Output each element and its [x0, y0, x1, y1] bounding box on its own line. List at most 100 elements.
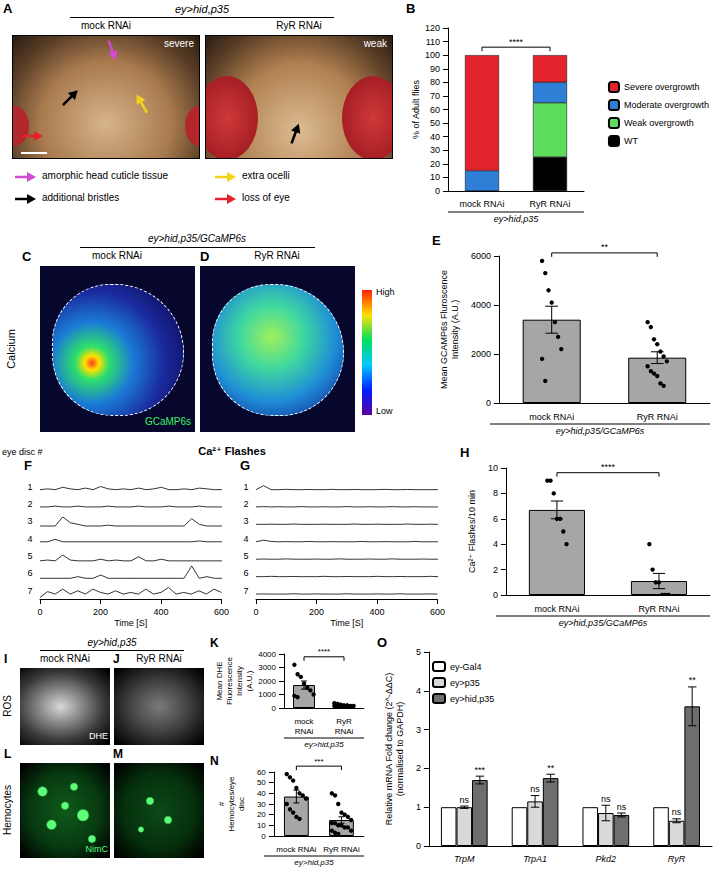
- svg-text:mock RNAi: mock RNAi: [534, 604, 579, 614]
- svg-text:90: 90: [430, 64, 440, 74]
- svg-text:3: 3: [416, 725, 421, 735]
- svg-text:(A.U.): (A.U.): [245, 670, 254, 691]
- svg-text:RyR: RyR: [336, 717, 352, 726]
- svg-text:ey>p35: ey>p35: [450, 678, 480, 688]
- svg-text:ey>hid,p35: ey>hid,p35: [494, 214, 539, 224]
- svg-text:2: 2: [27, 499, 32, 509]
- svg-text:**: **: [547, 763, 555, 773]
- svg-text:120: 120: [425, 23, 440, 33]
- svg-text:0: 0: [253, 607, 258, 617]
- svg-text:0: 0: [486, 398, 491, 408]
- svg-text:mock RNAi: mock RNAi: [459, 199, 504, 209]
- svg-text:4000: 4000: [258, 650, 276, 659]
- svg-text:Moderate overgrowth: Moderate overgrowth: [624, 100, 709, 110]
- svg-text:6: 6: [493, 514, 498, 524]
- svg-text:RyR RNAi: RyR RNAi: [637, 412, 678, 422]
- svg-text:50: 50: [257, 778, 266, 787]
- svg-text:Mean GCAMP6s Fluroscence: Mean GCAMP6s Fluroscence: [439, 270, 449, 389]
- svg-text:Time [S]: Time [S]: [330, 618, 363, 628]
- svg-text:3: 3: [27, 516, 32, 526]
- svg-text:Time [S]: Time [S]: [114, 618, 147, 628]
- svg-text:4: 4: [493, 539, 498, 549]
- svg-text:400: 400: [369, 607, 384, 617]
- svg-text:5: 5: [27, 551, 32, 561]
- svg-text:WT: WT: [624, 136, 638, 146]
- svg-text:4: 4: [27, 534, 32, 544]
- svg-text:****: ****: [318, 647, 330, 656]
- svg-text:0: 0: [261, 832, 266, 841]
- svg-text:ey>hid,p35: ey>hid,p35: [294, 858, 334, 867]
- svg-text:4: 4: [416, 686, 421, 696]
- svg-text:ey>hid,p35/GCaMP6s: ey>hid,p35/GCaMP6s: [559, 618, 648, 628]
- svg-text:20: 20: [430, 159, 440, 169]
- svg-text:mock RNAi: mock RNAi: [529, 412, 574, 422]
- svg-text:RyR RNAi: RyR RNAi: [323, 845, 360, 854]
- svg-text:5: 5: [416, 647, 421, 657]
- svg-text:ey>hid,p35: ey>hid,p35: [304, 740, 344, 749]
- svg-text:30: 30: [430, 145, 440, 155]
- svg-text:Fluorescence: Fluorescence: [225, 656, 234, 705]
- svg-text:1000: 1000: [258, 690, 276, 699]
- svg-text:#: #: [217, 801, 226, 806]
- svg-text:6: 6: [27, 568, 32, 578]
- svg-text:10: 10: [430, 172, 440, 182]
- svg-text:(normalised to GAPDH): (normalised to GAPDH): [395, 702, 405, 797]
- svg-text:7: 7: [27, 586, 32, 596]
- svg-text:0: 0: [272, 704, 277, 713]
- svg-text:Intensity (A.U.): Intensity (A.U.): [450, 300, 460, 360]
- svg-text:2000: 2000: [471, 349, 491, 359]
- svg-text:disc: disc: [237, 797, 246, 811]
- svg-text:7: 7: [243, 586, 248, 596]
- svg-text:40: 40: [257, 789, 266, 798]
- svg-text:0: 0: [435, 186, 440, 196]
- svg-text:Pkd2: Pkd2: [596, 854, 617, 864]
- svg-text:***: ***: [314, 757, 323, 766]
- svg-text:****: ****: [509, 37, 524, 47]
- svg-text:5: 5: [243, 551, 248, 561]
- svg-text:mock RNAi: mock RNAi: [276, 845, 316, 854]
- svg-text:**: **: [601, 242, 609, 252]
- svg-text:Intensity: Intensity: [235, 666, 244, 696]
- svg-text:400: 400: [153, 607, 168, 617]
- svg-text:8: 8: [493, 488, 498, 498]
- svg-text:20: 20: [257, 810, 266, 819]
- svg-text:Ca²⁺ Flashes/10 min: Ca²⁺ Flashes/10 min: [467, 490, 477, 573]
- svg-text:ey>hid,p35: ey>hid,p35: [450, 694, 494, 704]
- svg-text:ey-Gal4: ey-Gal4: [450, 662, 482, 672]
- svg-text:2: 2: [493, 565, 498, 575]
- svg-text:Mean DHE: Mean DHE: [215, 661, 224, 700]
- svg-text:0: 0: [37, 607, 42, 617]
- svg-text:3000: 3000: [258, 663, 276, 672]
- svg-text:600: 600: [214, 607, 229, 617]
- svg-text:200: 200: [93, 607, 108, 617]
- svg-text:0: 0: [493, 590, 498, 600]
- svg-text:60: 60: [257, 768, 266, 777]
- svg-text:ns: ns: [460, 795, 470, 805]
- svg-text:RNAi: RNAi: [295, 727, 314, 736]
- svg-text:ns: ns: [617, 802, 627, 812]
- svg-text:10: 10: [257, 821, 266, 830]
- svg-text:ns: ns: [601, 794, 611, 804]
- svg-text:4: 4: [243, 534, 248, 544]
- svg-text:6000: 6000: [471, 251, 491, 261]
- svg-text:TrpA1: TrpA1: [523, 854, 547, 864]
- svg-text:Weak overgrowth: Weak overgrowth: [624, 118, 694, 128]
- svg-text:Severe overgrowth: Severe overgrowth: [624, 82, 700, 92]
- svg-text:****: ****: [601, 462, 616, 472]
- svg-text:RyR: RyR: [668, 854, 686, 864]
- svg-text:% of Adult flies: % of Adult flies: [411, 79, 421, 139]
- svg-text:RyR RNAi: RyR RNAi: [638, 604, 679, 614]
- svg-text:2: 2: [416, 763, 421, 773]
- svg-text:ns: ns: [672, 807, 682, 817]
- svg-text:30: 30: [257, 800, 266, 809]
- svg-text:Relative mRNA Fold change (2^-: Relative mRNA Fold change (2^-ΔΔC): [384, 673, 394, 825]
- svg-text:50: 50: [430, 118, 440, 128]
- svg-text:2: 2: [243, 499, 248, 509]
- svg-text:mock: mock: [294, 717, 314, 726]
- svg-text:60: 60: [430, 105, 440, 115]
- svg-text:110: 110: [426, 37, 440, 47]
- svg-text:4000: 4000: [471, 300, 491, 310]
- svg-text:100: 100: [425, 50, 440, 60]
- svg-text:RyR RNAi: RyR RNAi: [529, 199, 570, 209]
- svg-text:1: 1: [416, 802, 421, 812]
